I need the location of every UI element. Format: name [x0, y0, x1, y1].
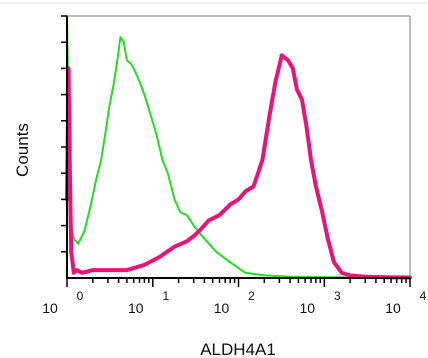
y-ticks — [61, 15, 67, 253]
x-tick-label-base: 10 — [385, 300, 401, 316]
x-tick-label-exponent: 0 — [77, 289, 84, 303]
x-axis-label: ALDH4A1 — [200, 340, 276, 358]
x-tick-label-exponent: 2 — [248, 289, 255, 303]
x-tick-label-base: 10 — [42, 300, 58, 316]
x-tick-label-exponent: 1 — [162, 289, 169, 303]
x-tick-label-exponent: 4 — [420, 289, 427, 303]
histogram-series-2 — [65, 53, 412, 280]
histogram-series-1 — [66, 15, 411, 279]
x-tick-label-base: 10 — [300, 300, 316, 316]
x-tick-label-base: 10 — [128, 300, 144, 316]
x-ticks — [66, 278, 411, 287]
y-axis-label: Counts — [13, 123, 32, 177]
x-tick-label-exponent: 3 — [334, 289, 341, 303]
x-tick-labels: 10 0 10 1 10 2 10 3 10 4 — [42, 289, 426, 316]
x-tick-label-base: 10 — [214, 300, 230, 316]
plot-series — [65, 15, 412, 280]
